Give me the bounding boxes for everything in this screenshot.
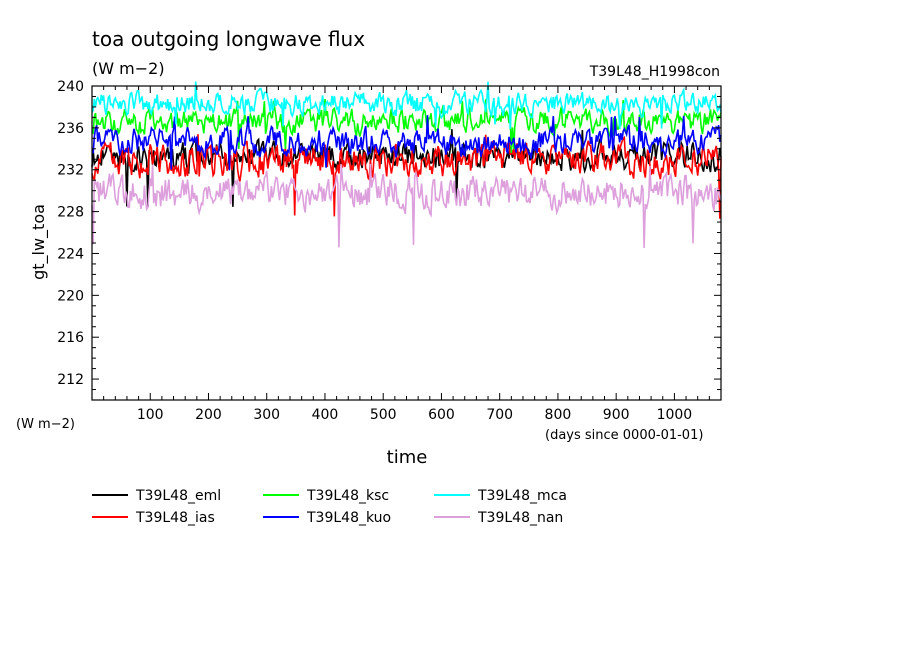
legend-label: T39L48_ias — [135, 510, 215, 526]
y-tick-label: 216 — [57, 330, 84, 346]
y-tick-label: 240 — [57, 79, 84, 95]
x-tick-label: 900 — [603, 407, 630, 423]
x-tick-label: 300 — [253, 407, 280, 423]
legend-item-T39L48_ksc: T39L48_ksc — [263, 488, 389, 504]
legend: T39L48_eml T39L48_ias T39L48_ksc T39L48_kuo… — [92, 488, 567, 526]
y-tick-label: 232 — [57, 163, 84, 179]
series-layer — [91, 81, 722, 249]
y-tick-label: 212 — [57, 372, 84, 388]
series-line-T39L48_ksc — [91, 98, 722, 153]
x-tick-label: 1000 — [657, 407, 693, 423]
legend-item-T39L48_eml: T39L48_eml — [92, 488, 221, 504]
series-line-T39L48_nan — [91, 163, 722, 249]
legend-item-T39L48_mca: T39L48_mca — [434, 488, 567, 504]
legend-item-T39L48_ias: T39L48_ias — [92, 510, 215, 526]
x-tick-label: 200 — [195, 407, 222, 423]
legend-item-T39L48_kuo: T39L48_kuo — [263, 510, 391, 526]
series-line-T39L48_ias — [91, 134, 722, 219]
y-tick-label: 220 — [57, 288, 84, 304]
legend-label: T39L48_eml — [135, 488, 221, 504]
experiment-label: T39L48_H1998con — [589, 64, 720, 80]
x-tick-label: 500 — [370, 407, 397, 423]
legend-label: T39L48_kuo — [306, 510, 391, 526]
y-tick-label: 224 — [57, 246, 84, 262]
x-tick-label: 800 — [545, 407, 572, 423]
y-axis-label: gt_lw_toa — [29, 204, 49, 280]
x-tick-label: 700 — [486, 407, 513, 423]
x-axis-label: time — [387, 447, 428, 468]
y-tick-label: 228 — [57, 205, 84, 221]
x-units-label: (days since 0000-01-01) — [545, 428, 703, 443]
chart-title: toa outgoing longwave flux — [92, 27, 365, 51]
title-units: (W m−2) — [92, 59, 165, 78]
x-tick-label: 400 — [312, 407, 339, 423]
legend-label: T39L48_nan — [477, 510, 563, 526]
series-line-T39L48_kuo — [91, 115, 722, 171]
y-units-label: (W m−2) — [16, 417, 75, 432]
y-tick-label: 236 — [57, 121, 84, 137]
x-tick-label: 100 — [137, 407, 164, 423]
legend-label: T39L48_mca — [477, 488, 567, 504]
series-line-T39L48_mca — [91, 81, 722, 130]
x-tick-label: 600 — [428, 407, 455, 423]
legend-item-T39L48_nan: T39L48_nan — [434, 510, 563, 526]
axis-layer: 100 200 300 400 500 600 700 800 900 1000 212 216 220… — [57, 79, 722, 423]
legend-label: T39L48_ksc — [306, 488, 389, 504]
